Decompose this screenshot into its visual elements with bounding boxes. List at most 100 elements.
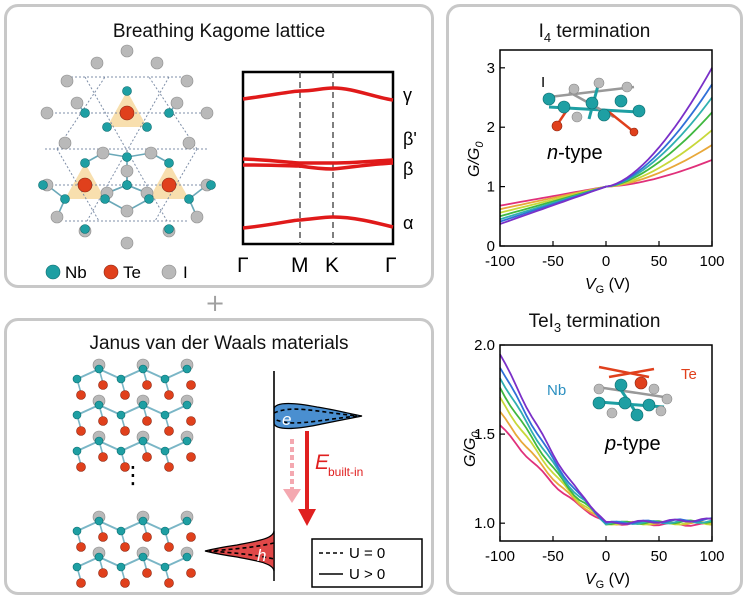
tellurium-atom bbox=[142, 532, 152, 542]
i4-title-rest: termination bbox=[551, 21, 651, 42]
niobium-atom bbox=[72, 526, 82, 536]
kagome-panel: Breathing Kagome lattice Nb Te I γ β' β … bbox=[4, 4, 434, 288]
niobium-atom bbox=[94, 364, 104, 374]
janus-layer bbox=[72, 430, 196, 472]
x-tick-label: 100 bbox=[699, 253, 724, 270]
niobium-atom bbox=[116, 446, 126, 456]
i4-xlabel-sub: G bbox=[596, 284, 605, 296]
tellurium-atom bbox=[98, 568, 108, 578]
y-tick-label: 1.5 bbox=[474, 426, 495, 443]
x-tick-label: 100 bbox=[699, 548, 724, 565]
i4-plot-frame bbox=[499, 49, 713, 247]
tellurium-atom bbox=[186, 568, 196, 578]
i4-ylabel-sub: 0 bbox=[474, 141, 486, 148]
janus-layer bbox=[72, 394, 196, 436]
niobium-atom bbox=[94, 516, 104, 526]
kpoint-gamma-right: Γ bbox=[385, 254, 397, 277]
niobium-atom bbox=[182, 400, 192, 410]
x-tick-label: -50 bbox=[542, 548, 564, 565]
band-frame bbox=[241, 70, 395, 246]
i4-xlabel: VG (V) bbox=[585, 276, 630, 296]
niobium-atom bbox=[80, 108, 90, 118]
tellurium-atom bbox=[76, 578, 86, 588]
tellurium-atom bbox=[77, 177, 93, 193]
niobium-atom bbox=[116, 526, 126, 536]
i-legend-label: I bbox=[183, 263, 188, 282]
i4-xlabel-unit: (V) bbox=[604, 276, 630, 293]
i4-title-main: I bbox=[538, 21, 544, 42]
niobium-atom bbox=[122, 86, 132, 96]
niobium-atom bbox=[160, 446, 170, 456]
nb-legend-label: Nb bbox=[65, 263, 87, 282]
x-tick-label: 50 bbox=[651, 253, 668, 270]
alpha-band bbox=[242, 215, 394, 230]
beta-prime-band-label: β' bbox=[403, 129, 417, 149]
tellurium-atom bbox=[98, 532, 108, 542]
i4-inset-structure bbox=[542, 77, 646, 137]
iodine-atom bbox=[180, 74, 194, 88]
tei3-axis-ticks: -100 -50 0 50 100 1.0 1.5 2.0 bbox=[474, 337, 724, 565]
niobium-atom bbox=[94, 552, 104, 562]
niobium-atom bbox=[138, 364, 148, 374]
tellurium-atom bbox=[120, 390, 130, 400]
y-tick-label: 3 bbox=[487, 60, 495, 77]
tellurium-atom bbox=[119, 105, 135, 121]
niobium-atom bbox=[72, 374, 82, 384]
niobium-atom bbox=[160, 374, 170, 384]
iodine-atom bbox=[200, 106, 214, 120]
n-type-rest: -type bbox=[558, 142, 602, 164]
tei3-termination-title: TeI3 termination bbox=[449, 311, 740, 335]
niobium-atom bbox=[160, 410, 170, 420]
plus-sign: + bbox=[205, 289, 226, 317]
electron-drift-arrow-head bbox=[283, 489, 301, 503]
tellurium-atom bbox=[142, 452, 152, 462]
electron-label: e bbox=[282, 410, 291, 429]
tellurium-atom bbox=[186, 532, 196, 542]
tei3-inset-structure bbox=[592, 365, 673, 422]
transport-panel: I4 termination -100 -50 0 50 100 0 1 2 3 I bbox=[446, 4, 743, 595]
iodine-atom bbox=[58, 136, 72, 150]
niobium-atom bbox=[122, 152, 132, 162]
x-tick-label: 0 bbox=[602, 253, 610, 270]
iodine-atom bbox=[70, 96, 84, 110]
tei3-xlabel-unit: (V) bbox=[604, 571, 630, 588]
tellurium-atom bbox=[98, 452, 108, 462]
tellurium-atom bbox=[76, 462, 86, 472]
janus-title: Janus van der Waals materials bbox=[89, 333, 349, 354]
y-tick-label: 0 bbox=[487, 238, 495, 255]
hole-peak-u0 bbox=[208, 542, 275, 560]
beta-prime-band bbox=[242, 157, 394, 165]
field-subscript: built-in bbox=[328, 465, 363, 479]
niobium-atom bbox=[94, 400, 104, 410]
janus-layer bbox=[72, 510, 196, 552]
layer-ellipsis: ⋮ bbox=[121, 461, 145, 489]
niobium-atom bbox=[116, 562, 126, 572]
tellurium-atom bbox=[76, 390, 86, 400]
beta-band bbox=[242, 161, 394, 171]
niobium-atom bbox=[184, 194, 194, 204]
nb-legend-dot bbox=[45, 264, 61, 280]
tei3-ylabel-sub: 0 bbox=[470, 431, 482, 438]
janus-dos-diagram: e h E built-in U = 0 U > 0 bbox=[204, 371, 423, 588]
tei3-inset-te-label: Te bbox=[681, 366, 697, 383]
tei3-title-rest: termination bbox=[561, 311, 661, 332]
tei3-xlabel: VG (V) bbox=[585, 571, 630, 591]
tellurium-atom bbox=[142, 380, 152, 390]
i4-inset-label: I bbox=[541, 74, 545, 91]
kpoint-m: M bbox=[291, 254, 309, 277]
iodine-atom bbox=[60, 74, 74, 88]
y-tick-label: 1 bbox=[487, 179, 495, 196]
tellurium-atom bbox=[98, 380, 108, 390]
niobium-atom bbox=[182, 436, 192, 446]
niobium-atom bbox=[138, 400, 148, 410]
niobium-atom bbox=[116, 410, 126, 420]
electron-peak-u0 bbox=[273, 408, 358, 424]
tei3-ylabel-main: G/G bbox=[462, 438, 479, 467]
niobium-atom bbox=[164, 158, 174, 168]
tei3-title-sub: 3 bbox=[553, 319, 562, 335]
iodine-atom bbox=[182, 136, 196, 150]
tellurium-atom bbox=[120, 462, 130, 472]
lattice-atoms bbox=[38, 44, 216, 250]
p-type-label: p-type bbox=[604, 433, 661, 455]
i4-series-group bbox=[499, 67, 713, 225]
